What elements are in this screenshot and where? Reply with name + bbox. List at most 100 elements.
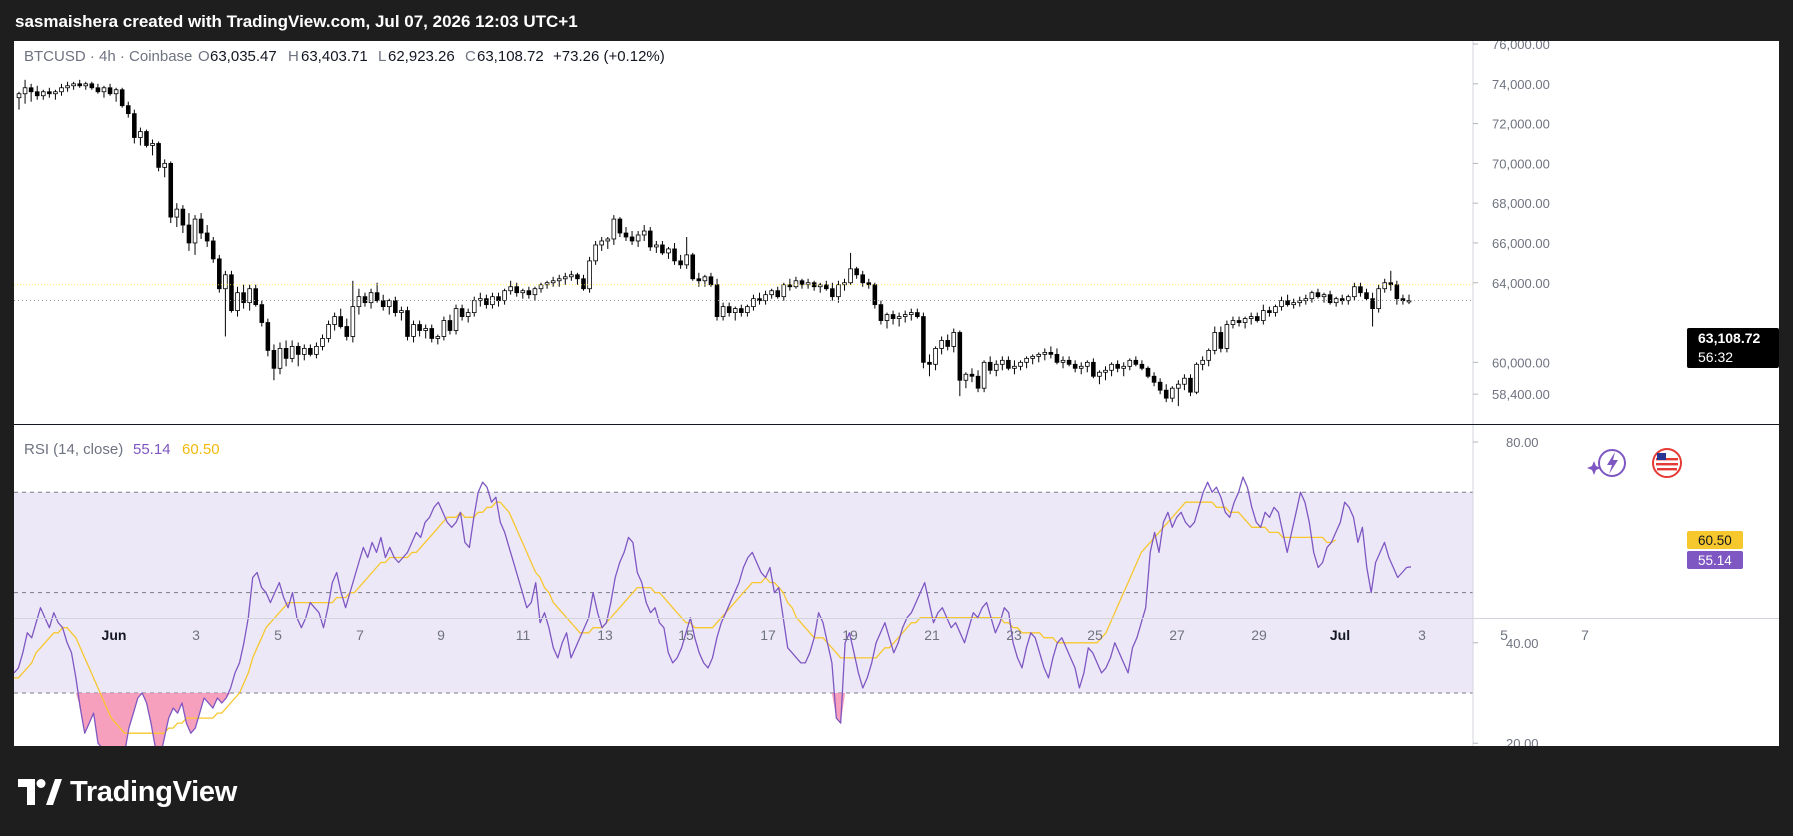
candle-body bbox=[623, 232, 629, 238]
candle-body bbox=[144, 131, 149, 146]
candle-body bbox=[71, 83, 76, 87]
time-tick-label: 3 bbox=[1418, 627, 1426, 643]
candle-body bbox=[1346, 296, 1351, 302]
candle-body bbox=[138, 131, 143, 138]
candle-body bbox=[1157, 381, 1163, 391]
candle-body bbox=[1151, 375, 1157, 383]
candle-body bbox=[40, 91, 46, 97]
candle-body bbox=[302, 348, 307, 355]
candle-body bbox=[866, 282, 872, 286]
candle-body bbox=[696, 278, 702, 282]
candle-body bbox=[95, 87, 101, 93]
candle-body bbox=[1085, 361, 1090, 367]
candle-body bbox=[775, 290, 781, 298]
candle-body bbox=[769, 290, 774, 296]
close-value: 63,108.72 bbox=[477, 48, 544, 65]
time-tick-label: 23 bbox=[1006, 627, 1022, 643]
price-tick-label: 60,000.00 bbox=[1492, 355, 1550, 370]
candle-body bbox=[447, 320, 453, 331]
candle-body bbox=[174, 208, 180, 218]
tradingview-logo-icon bbox=[18, 779, 62, 805]
candle-body bbox=[192, 218, 198, 244]
candle-body bbox=[210, 240, 216, 260]
price-tick-label: 58,400.00 bbox=[1492, 387, 1550, 402]
candle-body bbox=[1406, 300, 1412, 303]
candle-body bbox=[1376, 288, 1381, 310]
tradingview-logo[interactable]: TradingView bbox=[18, 774, 237, 810]
candle-body bbox=[544, 282, 550, 286]
candle-body bbox=[186, 224, 192, 244]
candle-body bbox=[1285, 300, 1290, 306]
candle-body bbox=[1018, 361, 1023, 367]
candle-body bbox=[289, 346, 295, 359]
rsi-line bbox=[14, 476, 1412, 746]
candle-body bbox=[945, 340, 950, 347]
candle-body bbox=[1036, 353, 1042, 357]
candle-body bbox=[168, 162, 174, 218]
candle-body bbox=[490, 296, 495, 306]
candle-body bbox=[1054, 353, 1060, 363]
rsi-legend-label: RSI (14, close) bbox=[24, 441, 123, 458]
rsi-badge bbox=[1687, 551, 1743, 569]
candle-body bbox=[101, 87, 107, 93]
candle-body bbox=[356, 296, 362, 308]
candle-body bbox=[587, 260, 592, 290]
candle-body bbox=[556, 278, 562, 282]
candle-body bbox=[1006, 359, 1011, 369]
candle-body bbox=[380, 300, 386, 308]
us-flag-icon[interactable] bbox=[1652, 448, 1682, 478]
candle-body bbox=[180, 208, 186, 226]
chart-canvas[interactable]: 76,000.00 74,000.00 72,000.00 70,000.00 68,0… bbox=[14, 41, 1779, 746]
price-tick-label: 64,000.00 bbox=[1492, 276, 1550, 291]
candle-body bbox=[119, 89, 125, 107]
candle-body bbox=[1078, 365, 1084, 369]
candle-body bbox=[708, 276, 714, 286]
candle-body bbox=[1279, 300, 1284, 308]
price-tick-label: 66,000.00 bbox=[1492, 236, 1550, 251]
time-tick-label: 11 bbox=[516, 627, 531, 643]
bar-countdown-label: 56:32 bbox=[1698, 349, 1733, 365]
candle-body bbox=[259, 304, 265, 323]
candle-body bbox=[405, 310, 410, 337]
candle-body bbox=[265, 322, 271, 351]
candle-body bbox=[993, 363, 999, 371]
candle-body bbox=[471, 300, 477, 313]
candles-layer bbox=[14, 79, 1473, 407]
rsi-layer bbox=[14, 476, 1412, 746]
candle-body bbox=[362, 296, 368, 304]
candle-body bbox=[59, 87, 64, 93]
candle-body bbox=[1254, 316, 1260, 321]
high-value: 63,403.71 bbox=[301, 48, 368, 65]
time-tick-label: 19 bbox=[842, 627, 858, 643]
candle-body bbox=[326, 324, 331, 339]
candle-body bbox=[1139, 363, 1145, 369]
candle-body bbox=[957, 332, 963, 381]
candle-body bbox=[732, 308, 738, 313]
candle-body bbox=[951, 332, 957, 347]
candle-body bbox=[854, 268, 859, 276]
time-tick-label: 5 bbox=[1500, 627, 1508, 643]
candle-body bbox=[781, 284, 787, 298]
candle-body bbox=[635, 234, 641, 242]
time-tick-label: 3 bbox=[192, 627, 200, 643]
time-tick-label: Jul bbox=[1330, 627, 1350, 643]
candle-body bbox=[757, 298, 762, 302]
current-price-badge bbox=[1687, 328, 1779, 368]
candle-body bbox=[1291, 302, 1296, 306]
lightning-icon[interactable] bbox=[1587, 449, 1626, 477]
open-label: O bbox=[198, 48, 210, 65]
candle-body bbox=[520, 290, 526, 294]
candle-body bbox=[908, 312, 914, 315]
candle-body bbox=[787, 284, 793, 288]
candle-body bbox=[569, 274, 574, 278]
candle-body bbox=[89, 83, 95, 89]
candle-body bbox=[599, 240, 604, 246]
price-tick-label: 76,000.00 bbox=[1492, 41, 1550, 52]
candle-body bbox=[125, 105, 131, 115]
candle-body bbox=[1309, 292, 1315, 300]
candle-body bbox=[1024, 357, 1029, 363]
open-value: 63,035.47 bbox=[210, 48, 277, 65]
candle-body bbox=[660, 244, 665, 254]
candle-body bbox=[47, 91, 52, 95]
chart-frame[interactable]: 76,000.00 74,000.00 72,000.00 70,000.00 68,0… bbox=[14, 41, 1779, 746]
